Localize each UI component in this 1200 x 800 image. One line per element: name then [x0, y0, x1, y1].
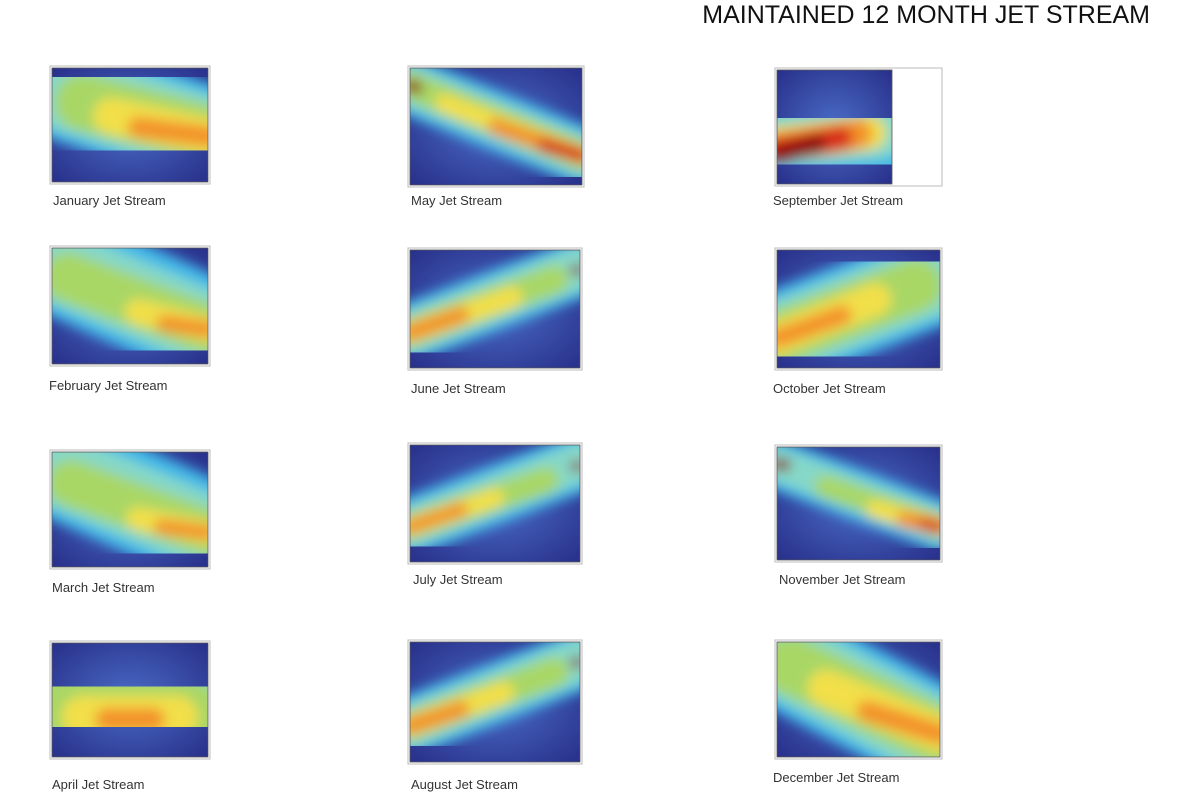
heatmap-panel: [49, 65, 211, 185]
jet-layer: [52, 248, 208, 364]
jet-band: [918, 518, 940, 535]
jet-band: [777, 458, 791, 471]
heatmap-border: [409, 249, 581, 369]
jet-layer: [52, 643, 208, 757]
image-frame: [407, 247, 583, 371]
heatmap: [52, 452, 208, 567]
jet-band: [537, 138, 582, 163]
jet-layer: [777, 642, 940, 757]
image-frame: [774, 444, 943, 563]
heatmap: [777, 642, 940, 757]
heatmap: [777, 447, 940, 560]
jet-layer: [410, 250, 580, 363]
jet-band: [410, 79, 423, 94]
jet-band: [127, 117, 208, 147]
image-frame: [407, 442, 583, 565]
jet-band: [777, 134, 827, 165]
jet-band: [856, 700, 940, 745]
heatmap-panel: [407, 247, 583, 371]
heatmap-border: [51, 642, 209, 758]
image-frame: [49, 245, 211, 367]
heatmap-panel: [774, 247, 943, 371]
caption: April Jet Stream: [52, 777, 144, 792]
caption: October Jet Stream: [773, 381, 886, 396]
heatmap-border: [51, 247, 209, 365]
heatmap: [777, 70, 892, 184]
heatmap-border: [409, 67, 583, 186]
image-frame: [774, 247, 943, 371]
heatmap: [410, 250, 580, 368]
heatmap-border: [776, 69, 893, 185]
jet-band: [156, 315, 208, 338]
heatmap-border: [776, 641, 941, 758]
image-frame: [49, 640, 211, 760]
jet-layer: [410, 68, 582, 185]
jet-band: [410, 700, 470, 735]
heatmap-panel: [49, 640, 211, 760]
jet-layer: [410, 642, 580, 756]
heatmap: [52, 643, 208, 757]
caption: June Jet Stream: [411, 381, 506, 396]
heatmap: [52, 248, 208, 364]
caption: January Jet Stream: [53, 193, 166, 208]
caption: November Jet Stream: [779, 572, 905, 587]
jet-layer: [410, 445, 580, 557]
image-frame: [407, 65, 585, 188]
caption: March Jet Stream: [52, 580, 155, 595]
jet-layer: [52, 452, 208, 567]
jet-layer: [777, 447, 940, 552]
heatmap-panel: [774, 444, 943, 563]
image-frame: [774, 639, 943, 760]
image-frame: [49, 65, 211, 185]
jet-band: [410, 502, 469, 534]
caption: September Jet Stream: [773, 193, 903, 208]
jet-band: [410, 306, 470, 341]
caption: December Jet Stream: [773, 770, 899, 785]
image-frame: [774, 67, 943, 187]
jet-band: [153, 519, 208, 540]
heatmap-border: [776, 446, 941, 561]
caption: February Jet Stream: [49, 378, 168, 393]
heatmap-border: [51, 451, 209, 568]
image-frame: [407, 639, 583, 765]
heatmap-panel: [407, 65, 585, 188]
heatmap-panel: [774, 639, 943, 760]
image-frame: [49, 449, 211, 570]
heatmap-panel: [774, 67, 943, 187]
caption: August Jet Stream: [411, 777, 518, 792]
heatmap-border: [409, 641, 581, 763]
heatmap: [410, 445, 580, 562]
heatmap: [410, 642, 580, 762]
jet-band: [777, 305, 852, 348]
caption: May Jet Stream: [411, 193, 502, 208]
jet-layer: [777, 250, 940, 368]
heatmap-border: [51, 67, 209, 183]
heatmap-panel: [407, 639, 583, 765]
heatmap-panel: [49, 449, 211, 570]
heatmap: [410, 68, 582, 185]
heatmap-border: [776, 249, 941, 369]
jet-layer: [777, 70, 892, 184]
heatmap-panel: [407, 442, 583, 565]
jet-layer: [52, 68, 208, 182]
heatmap-border: [409, 444, 581, 563]
heatmap: [52, 68, 208, 182]
heatmap-panel: [49, 245, 211, 367]
heatmap: [777, 250, 940, 368]
caption: July Jet Stream: [413, 572, 503, 587]
page-title: MAINTAINED 12 MONTH JET STREAM: [702, 1, 1150, 29]
